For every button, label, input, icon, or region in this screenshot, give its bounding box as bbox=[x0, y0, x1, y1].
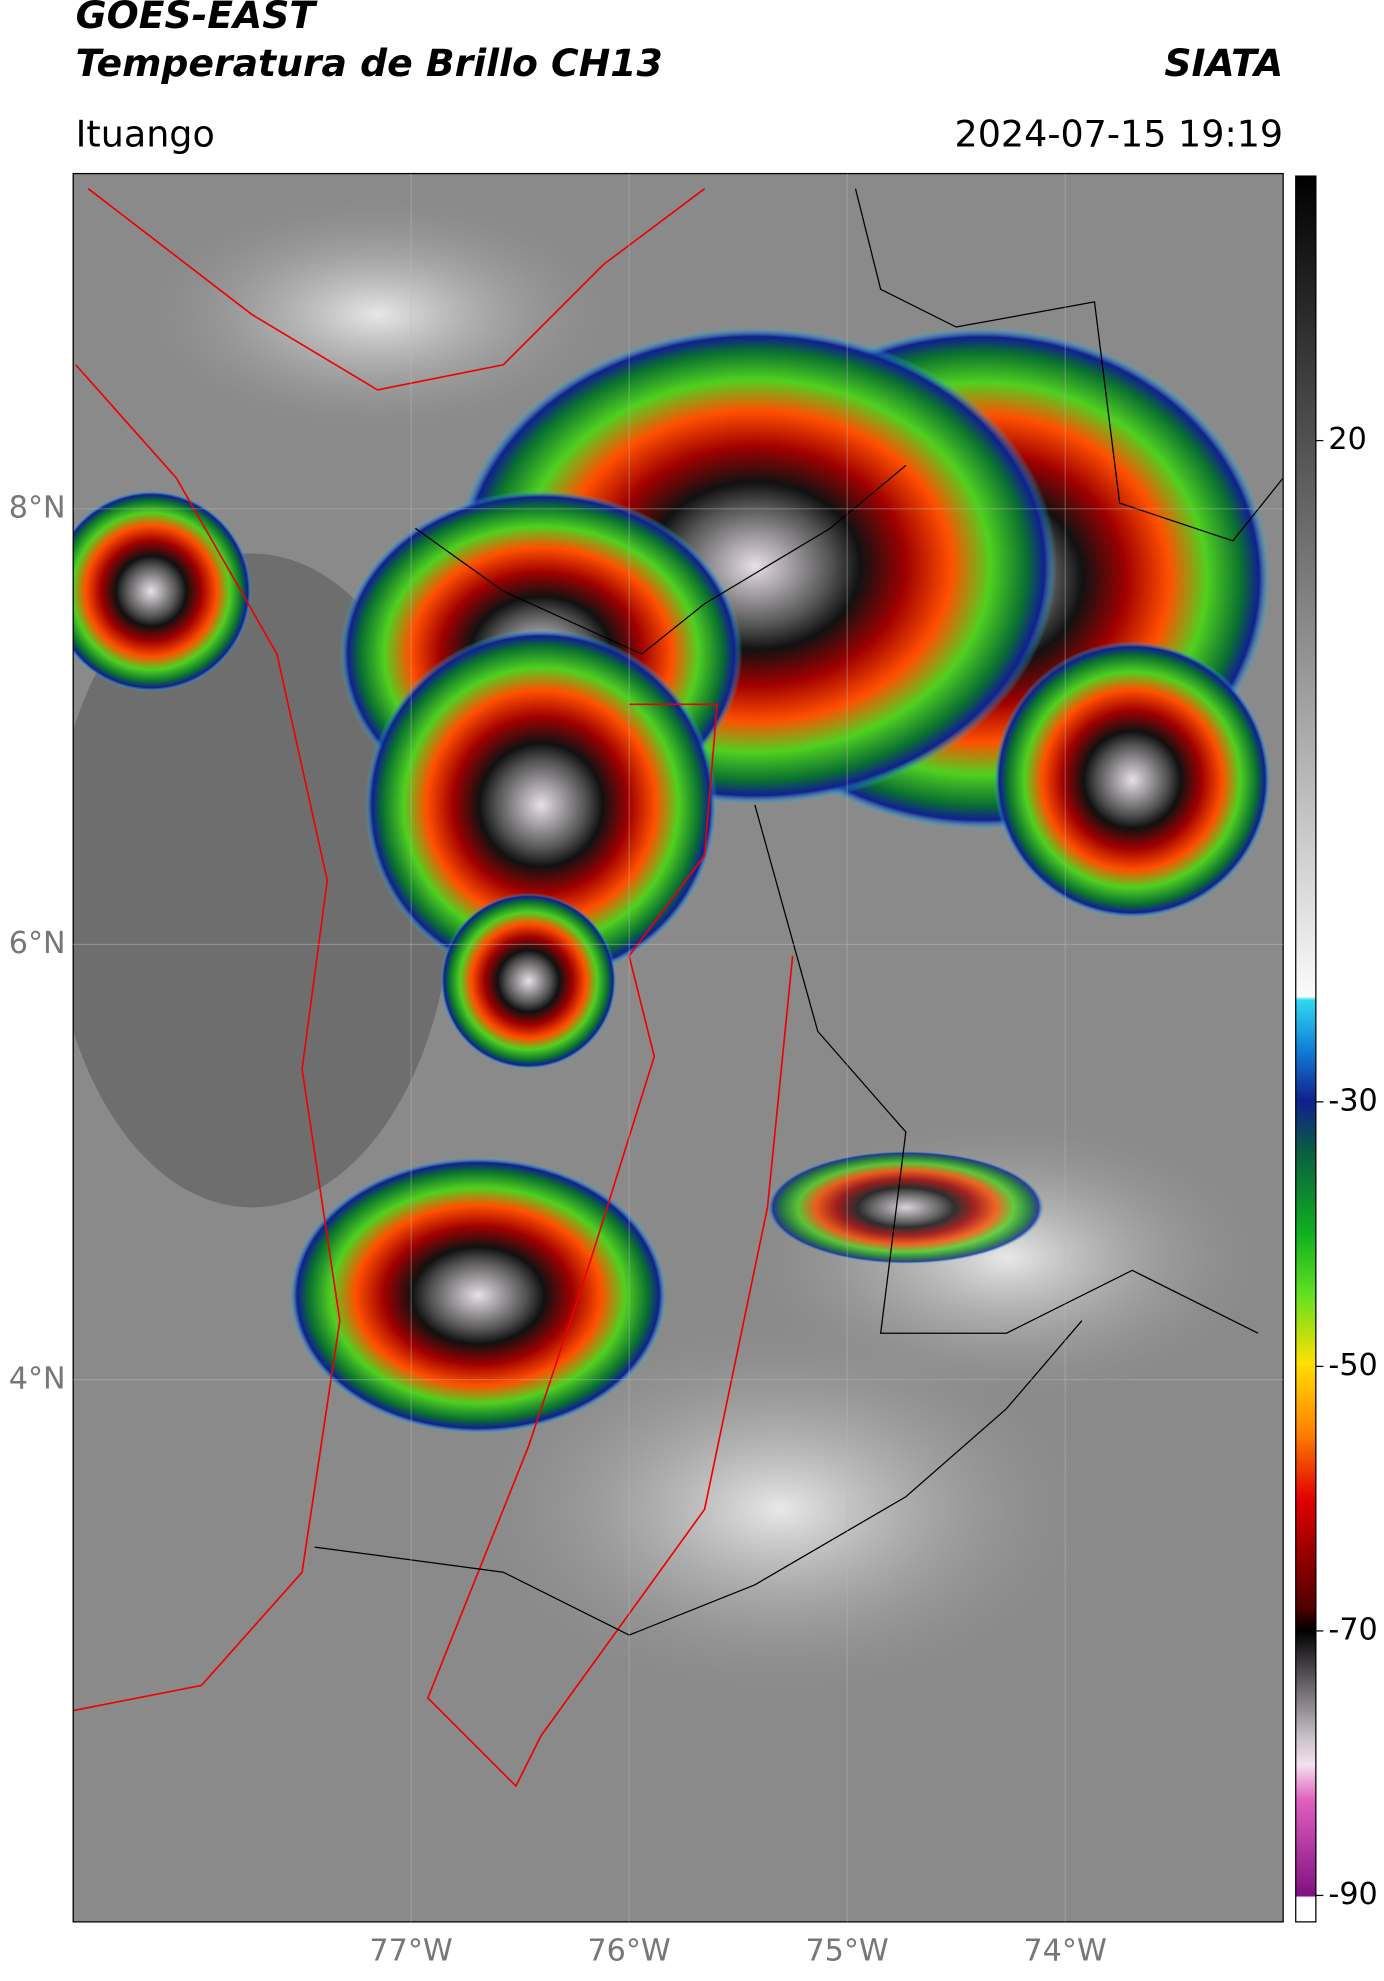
boundary bbox=[414, 464, 907, 655]
header: GOES-EAST Temperatura de Brillo CH13 SIA… bbox=[76, 0, 1283, 155]
colorbar-label: -50 bbox=[1328, 1348, 1377, 1383]
cloud bbox=[126, 188, 630, 441]
cloud bbox=[453, 1308, 1108, 1711]
coastline bbox=[73, 364, 341, 1712]
timestamp: 2024-07-15 19:19 bbox=[955, 112, 1284, 155]
boundary bbox=[314, 1320, 1083, 1636]
org: SIATA bbox=[1164, 41, 1283, 85]
storm bbox=[440, 893, 617, 1070]
lon-label: 75°W bbox=[805, 1934, 888, 1969]
title-line2: Temperatura de Brillo CH13 bbox=[76, 41, 663, 85]
border bbox=[87, 188, 706, 391]
boundary bbox=[754, 804, 1259, 1334]
storm bbox=[993, 641, 1271, 919]
map-image bbox=[73, 173, 1284, 1922]
colorbar-label: -90 bbox=[1328, 1877, 1377, 1912]
boundary bbox=[426, 703, 794, 1788]
map-frame bbox=[72, 172, 1284, 1923]
location: Ituango bbox=[76, 112, 215, 155]
storm bbox=[73, 490, 252, 692]
lon-label: 77°W bbox=[369, 1934, 452, 1969]
title-line1: GOES-EAST bbox=[76, 0, 319, 37]
lat-label: 4°N bbox=[9, 1361, 66, 1396]
colorbar-label: 20 bbox=[1328, 422, 1366, 457]
storm bbox=[767, 1150, 1045, 1265]
lon-label: 76°W bbox=[587, 1934, 670, 1969]
lat-label: 8°N bbox=[9, 490, 66, 525]
boundary bbox=[854, 188, 1284, 542]
colorbar bbox=[1295, 175, 1317, 1923]
colorbar-label: -70 bbox=[1328, 1612, 1377, 1647]
storm bbox=[289, 1157, 667, 1434]
lat-label: 6°N bbox=[9, 926, 66, 961]
lon-label: 74°W bbox=[1023, 1934, 1106, 1969]
colorbar-label: -30 bbox=[1328, 1083, 1377, 1118]
